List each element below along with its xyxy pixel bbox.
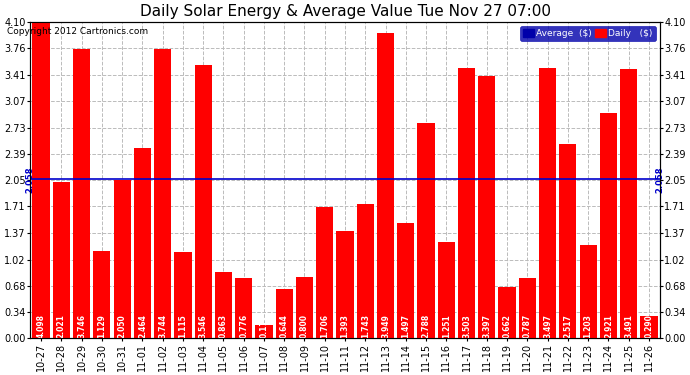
Bar xyxy=(620,69,638,338)
Text: 0.776: 0.776 xyxy=(239,314,248,338)
Text: 2.058: 2.058 xyxy=(656,166,664,193)
Text: 2.921: 2.921 xyxy=(604,314,613,338)
Text: 1.115: 1.115 xyxy=(179,314,188,338)
Text: 0.800: 0.800 xyxy=(300,314,309,338)
Text: 2.788: 2.788 xyxy=(422,314,431,338)
Bar xyxy=(275,289,293,338)
Bar xyxy=(73,49,90,338)
Bar xyxy=(337,231,353,338)
Bar xyxy=(316,207,333,338)
Text: 3.744: 3.744 xyxy=(158,314,167,338)
Text: 0.787: 0.787 xyxy=(523,314,532,338)
Text: 3.503: 3.503 xyxy=(462,314,471,338)
Bar xyxy=(397,223,415,338)
Text: 2.050: 2.050 xyxy=(117,314,127,338)
Text: 0.644: 0.644 xyxy=(279,314,288,338)
Bar xyxy=(519,278,536,338)
Legend: Average  ($), Daily   ($): Average ($), Daily ($) xyxy=(520,26,656,40)
Bar xyxy=(255,325,273,338)
Bar xyxy=(195,64,212,338)
Text: 0.863: 0.863 xyxy=(219,314,228,338)
Text: 3.746: 3.746 xyxy=(77,314,86,338)
Bar xyxy=(296,277,313,338)
Text: 3.397: 3.397 xyxy=(482,314,491,338)
Bar xyxy=(580,246,597,338)
Bar xyxy=(215,272,232,338)
Text: 2.021: 2.021 xyxy=(57,314,66,338)
Text: 1.203: 1.203 xyxy=(584,314,593,338)
Bar xyxy=(377,33,394,338)
Bar xyxy=(640,316,658,338)
Text: 4.098: 4.098 xyxy=(37,314,46,338)
Text: 0.290: 0.290 xyxy=(644,314,653,338)
Text: 3.546: 3.546 xyxy=(199,314,208,338)
Text: 1.393: 1.393 xyxy=(340,314,350,338)
Text: 3.491: 3.491 xyxy=(624,314,633,338)
Text: 1.251: 1.251 xyxy=(442,314,451,338)
Text: 2.058: 2.058 xyxy=(26,166,34,193)
Text: 1.706: 1.706 xyxy=(320,314,329,338)
Text: 0.662: 0.662 xyxy=(502,314,511,338)
Bar xyxy=(32,22,50,338)
Bar xyxy=(437,242,455,338)
Text: 3.949: 3.949 xyxy=(381,314,390,338)
Bar xyxy=(417,123,435,338)
Text: Copyright 2012 Cartronics.com: Copyright 2012 Cartronics.com xyxy=(7,27,148,36)
Bar xyxy=(235,279,253,338)
Bar xyxy=(539,68,556,338)
Bar xyxy=(154,49,171,338)
Bar xyxy=(114,180,130,338)
Bar xyxy=(134,148,151,338)
Text: 0.172: 0.172 xyxy=(259,314,268,338)
Bar xyxy=(458,68,475,338)
Bar xyxy=(357,204,374,338)
Text: 1.497: 1.497 xyxy=(402,314,411,338)
Bar xyxy=(175,252,192,338)
Text: 2.464: 2.464 xyxy=(138,314,147,338)
Bar xyxy=(560,144,576,338)
Bar xyxy=(93,251,110,338)
Bar xyxy=(498,287,515,338)
Text: 3.497: 3.497 xyxy=(543,314,552,338)
Text: 1.129: 1.129 xyxy=(97,314,106,338)
Text: 2.517: 2.517 xyxy=(563,314,573,338)
Bar xyxy=(600,113,617,338)
Text: 1.743: 1.743 xyxy=(361,314,370,338)
Title: Daily Solar Energy & Average Value Tue Nov 27 07:00: Daily Solar Energy & Average Value Tue N… xyxy=(139,4,551,19)
Bar xyxy=(52,182,70,338)
Bar xyxy=(478,76,495,338)
